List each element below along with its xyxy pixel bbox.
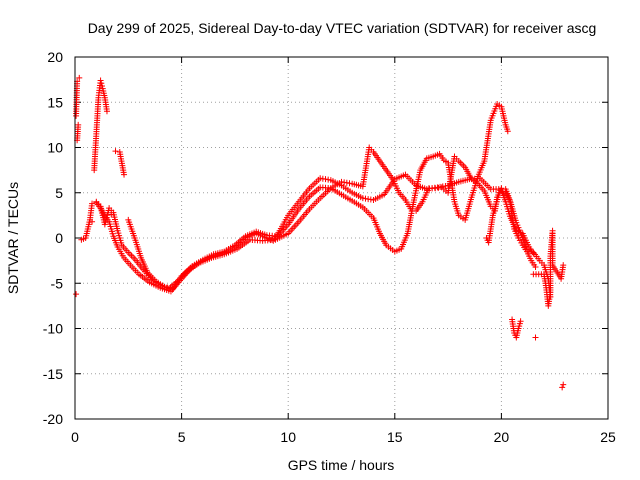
data-point	[457, 159, 464, 166]
data-point	[532, 263, 539, 270]
plot-frame	[74, 56, 609, 420]
data-point	[560, 262, 567, 269]
data-point	[99, 82, 106, 89]
x-tick-label: 20	[494, 429, 510, 445]
series-track-d	[483, 188, 556, 341]
data-point	[504, 128, 511, 135]
data-point	[112, 148, 119, 155]
y-tick-label: 0	[55, 230, 63, 246]
x-tick-label: 10	[280, 429, 296, 445]
data-point	[76, 74, 83, 81]
x-tick-label: 25	[600, 429, 616, 445]
data-point	[532, 334, 539, 341]
x-tick-label: 15	[387, 429, 403, 445]
data-point	[121, 171, 128, 178]
data-point	[89, 218, 96, 225]
data-point	[98, 80, 105, 87]
y-tick-label: -10	[43, 321, 63, 337]
data-point	[126, 251, 133, 258]
x-tick-label: 0	[71, 429, 79, 445]
data-point	[73, 291, 80, 298]
chart-title: Day 299 of 2025, Sidereal Day-to-day VTE…	[88, 20, 597, 36]
data-point	[89, 200, 96, 207]
data-point	[498, 185, 505, 192]
y-tick-label: -20	[43, 411, 63, 427]
data-point	[75, 121, 82, 128]
y-tick-label: 10	[47, 140, 63, 156]
y-tick-label: 15	[47, 94, 63, 110]
data-point	[559, 384, 566, 391]
grid	[75, 57, 608, 419]
y-axis-ticks: -20 -15 -10 -5 0 5 10 15 20	[43, 49, 608, 427]
data-point	[103, 108, 110, 115]
data-point	[97, 77, 104, 84]
x-axis-label: GPS time / hours	[288, 457, 395, 473]
data-point	[460, 162, 467, 169]
data-points	[73, 74, 567, 391]
series-track-c	[93, 144, 567, 391]
data-point	[560, 381, 567, 388]
y-tick-label: 20	[47, 49, 63, 65]
data-point	[549, 227, 556, 234]
x-axis-ticks: 0 5 10 15 20 25	[71, 57, 616, 445]
data-point	[128, 252, 135, 259]
series-track-b	[89, 77, 524, 341]
data-point	[130, 254, 137, 261]
y-tick-label: -5	[51, 275, 64, 291]
y-tick-label: 5	[55, 185, 63, 201]
data-point	[458, 161, 465, 168]
y-axis-label: SDTVAR / TECUs	[5, 182, 21, 294]
x-tick-label: 5	[178, 429, 186, 445]
y-tick-label: -15	[43, 366, 63, 382]
data-point	[517, 318, 524, 325]
